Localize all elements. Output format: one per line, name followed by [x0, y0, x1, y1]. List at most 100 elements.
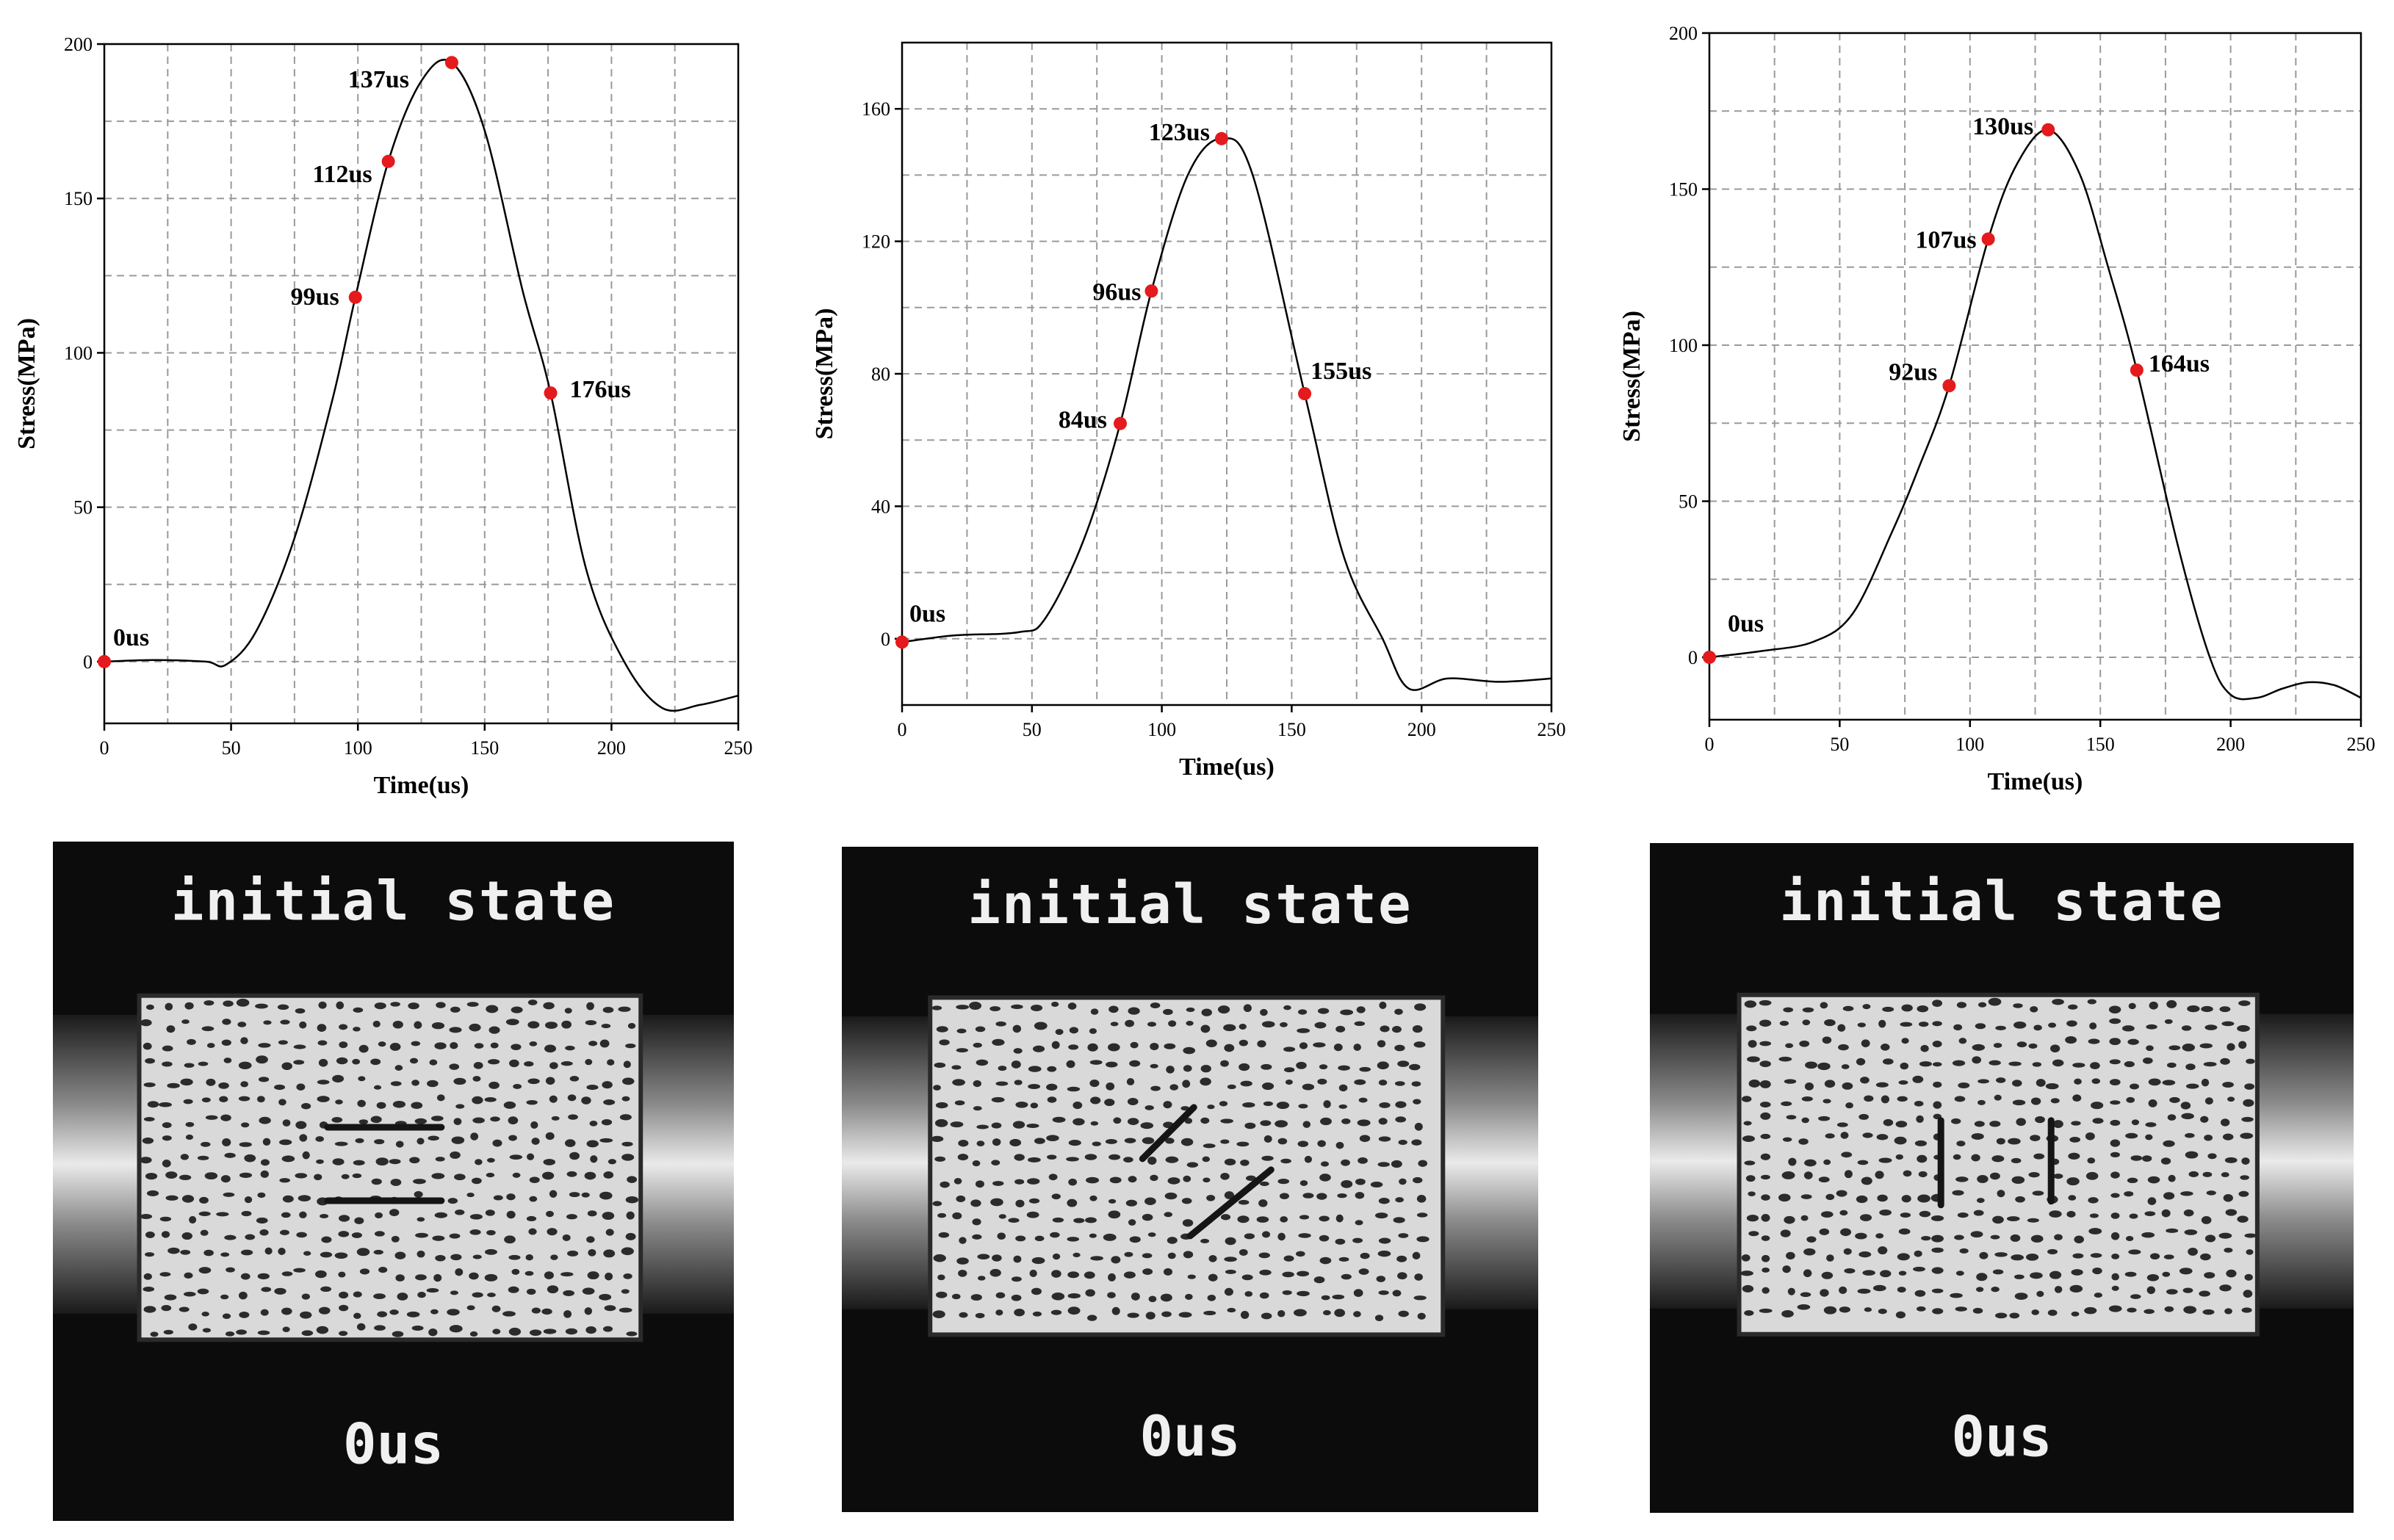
speckle-dot — [150, 1331, 159, 1337]
speckle-dot — [618, 1006, 631, 1012]
speckle-dot — [1012, 1276, 1022, 1282]
speckle-dot — [1259, 1269, 1272, 1276]
speckle-dot — [1085, 1217, 1097, 1223]
speckle-dot — [450, 1254, 462, 1261]
speckle-dot — [972, 1234, 982, 1240]
speckle-dot — [625, 1196, 639, 1204]
speckle-dot — [1897, 1253, 1910, 1261]
speckle-dot — [1128, 1176, 1137, 1183]
speckle-dot — [161, 1231, 170, 1238]
speckle-dot — [1957, 1212, 1969, 1218]
speckle-dot — [469, 1229, 481, 1235]
time-annotation: 123us — [1149, 119, 1210, 146]
speckle-dot — [1261, 1082, 1274, 1091]
speckle-dot — [185, 1134, 194, 1140]
speckle-dot — [490, 1116, 500, 1122]
speckle-dot — [1881, 1095, 1890, 1104]
speckle-dot — [2084, 1306, 2097, 1315]
speckle-dot — [274, 1084, 286, 1091]
chart-3: 0 50 100 150 200 250 0 50 100 150 200 Time(us) Stres… — [1618, 23, 2376, 795]
speckle-dot — [939, 1039, 950, 1046]
speckle-dot — [432, 1235, 445, 1241]
speckle-dot — [417, 1250, 425, 1258]
speckle-dot — [378, 1266, 388, 1273]
speckle-dot — [2164, 1306, 2174, 1312]
y-tick-label: 50 — [1679, 491, 1698, 513]
speckle-dot — [2050, 1044, 2061, 1053]
speckle-dot — [1378, 1080, 1388, 1086]
speckle-dot — [1353, 1289, 1363, 1297]
speckle-dot — [1785, 1043, 1794, 1049]
speckle-dot — [258, 1043, 271, 1048]
speckle-dot — [1280, 1022, 1288, 1027]
speckle-dot — [1047, 1066, 1057, 1072]
speckle-dot — [2110, 1139, 2121, 1147]
speckle-dot — [560, 1272, 574, 1277]
speckle-dot — [973, 1106, 982, 1111]
speckle-dot — [1163, 1101, 1172, 1109]
speckle-dot — [2124, 1061, 2135, 1068]
speckle-dot — [411, 1080, 419, 1086]
speckle-dot — [299, 1134, 308, 1142]
y-tick-label: 0 — [1688, 647, 1698, 668]
speckle-dot — [2240, 1132, 2254, 1139]
speckle-dot — [1183, 1065, 1192, 1072]
speckle-dot — [1294, 1309, 1307, 1317]
speckle-dot — [989, 1268, 1001, 1277]
speckle-dot — [621, 1289, 630, 1294]
speckle-dot — [1860, 1214, 1872, 1221]
speckle-dot — [1186, 1020, 1194, 1026]
speckle-dot — [1108, 1273, 1116, 1281]
speckle-dot — [977, 1276, 986, 1281]
speckle-dot — [414, 1190, 423, 1198]
speckle-dot — [1012, 1024, 1022, 1033]
speckle-dot — [331, 1117, 343, 1123]
speckle-dot — [587, 1271, 599, 1280]
speckle-dot — [2227, 1096, 2235, 1102]
speckle-dot — [1341, 1118, 1351, 1124]
speckle-dot — [2148, 1078, 2161, 1086]
speckle-dot — [508, 1116, 519, 1125]
speckle-dot — [2094, 1293, 2103, 1298]
speckle-dot — [1759, 1080, 1771, 1088]
speckle-dot — [1759, 1308, 1773, 1313]
speckle-dot — [1160, 1293, 1172, 1302]
speckle-dot — [567, 1250, 579, 1257]
speckle-dot — [956, 1257, 969, 1265]
speckle-dot — [1818, 1176, 1830, 1183]
speckle-dot — [1787, 1287, 1795, 1295]
speckle-dot — [1186, 1162, 1199, 1168]
speckle-dot — [1125, 1199, 1138, 1207]
speckle-dot — [1953, 1154, 1961, 1160]
speckle-dot — [161, 1305, 172, 1312]
speckle-dot — [2164, 1019, 2173, 1024]
speckle-dot — [2220, 1058, 2230, 1065]
speckle-dot — [1358, 1268, 1369, 1275]
speckle-dot — [621, 1247, 634, 1256]
time-marker-point — [544, 386, 558, 400]
speckle-dot — [1378, 1237, 1391, 1244]
speckle-dot — [1200, 1064, 1211, 1073]
speckle-dot — [1740, 1270, 1753, 1276]
speckle-dot — [549, 1062, 558, 1069]
speckle-dot — [336, 1001, 345, 1010]
speckle-dot — [1220, 1173, 1230, 1180]
speckle-dot — [472, 1096, 483, 1105]
speckle-dot — [1244, 1233, 1255, 1240]
speckle-dot — [375, 1157, 389, 1166]
speckle-dot — [2168, 1045, 2181, 1051]
speckle-dot — [256, 1096, 265, 1103]
speckle-dot — [183, 1099, 193, 1105]
speckle-dot — [1333, 1044, 1343, 1052]
speckle-dot — [959, 1312, 968, 1318]
speckle-dot — [1050, 1309, 1062, 1315]
speckle-dot — [1147, 1157, 1157, 1165]
speckle-dot — [547, 1228, 558, 1236]
speckle-dot — [353, 1291, 362, 1298]
speckle-dot — [1167, 1252, 1176, 1259]
flaw-line — [1139, 1104, 1197, 1163]
speckle-dot — [1051, 1193, 1061, 1200]
speckle-dot — [2071, 1269, 2083, 1276]
speckle-dot — [145, 1172, 158, 1180]
speckle-dot — [336, 1057, 348, 1065]
